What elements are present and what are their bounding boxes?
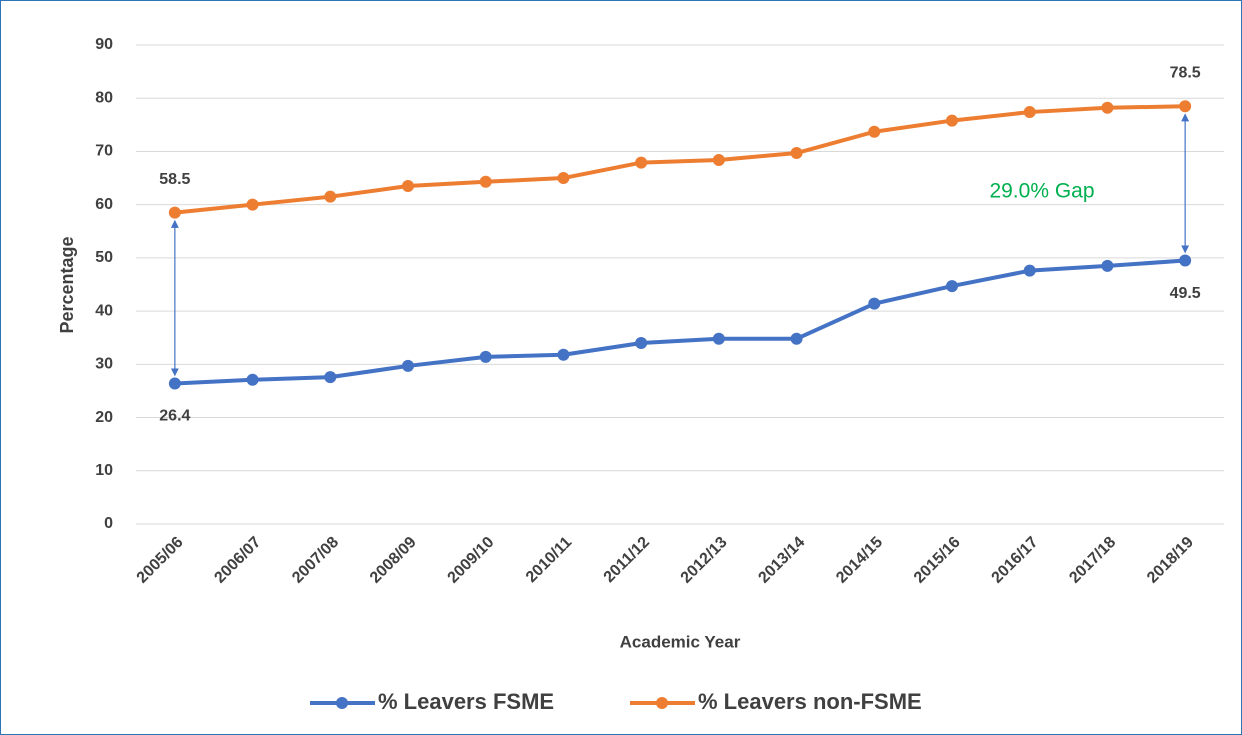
y-tick-label: 10 [95, 462, 113, 479]
point [946, 114, 958, 127]
point [168, 206, 181, 219]
point [868, 125, 881, 138]
y-tick-label: 30 [95, 356, 113, 373]
point [635, 156, 648, 169]
point [635, 337, 648, 350]
legend-label: % Leavers non-FSME [698, 689, 922, 714]
point [557, 348, 570, 361]
data-label: 26.4 [159, 408, 190, 425]
y-axis-title: Percentage [57, 236, 77, 333]
point [479, 350, 492, 363]
point [946, 280, 958, 293]
point [790, 147, 803, 160]
legend-label: % Leavers FSME [378, 689, 554, 714]
point [402, 180, 414, 193]
point [557, 172, 570, 185]
point [479, 175, 492, 188]
point [712, 153, 725, 166]
y-tick-label: 40 [95, 302, 113, 319]
legend-marker [336, 697, 348, 709]
point [324, 371, 337, 384]
y-tick-label: 60 [95, 196, 113, 213]
point [712, 332, 725, 345]
legend-marker [656, 697, 668, 709]
data-label: 78.5 [1170, 64, 1201, 81]
point [1179, 254, 1192, 267]
point [1101, 101, 1114, 114]
y-tick-label: 90 [95, 36, 113, 53]
point [1023, 106, 1036, 119]
series-line [174, 104, 1186, 215]
point [868, 297, 881, 310]
x-axis-title: Academic Year [620, 632, 741, 651]
y-tick-label: 20 [95, 409, 113, 426]
y-tick-label: 50 [95, 249, 113, 266]
point [324, 190, 337, 203]
point [1023, 264, 1036, 277]
point [246, 198, 259, 211]
y-tick-label: 80 [95, 89, 113, 106]
point [246, 373, 259, 386]
point [168, 377, 181, 390]
point [1179, 100, 1192, 113]
point [1101, 259, 1114, 272]
data-label: 49.5 [1170, 285, 1201, 302]
point [402, 359, 414, 372]
y-tick-label: 0 [104, 515, 113, 532]
series-line [174, 258, 1186, 386]
gap-annotation: 29.0% Gap [989, 180, 1094, 203]
data-label: 58.5 [159, 171, 190, 188]
y-tick-label: 70 [95, 143, 113, 160]
point [790, 332, 803, 345]
